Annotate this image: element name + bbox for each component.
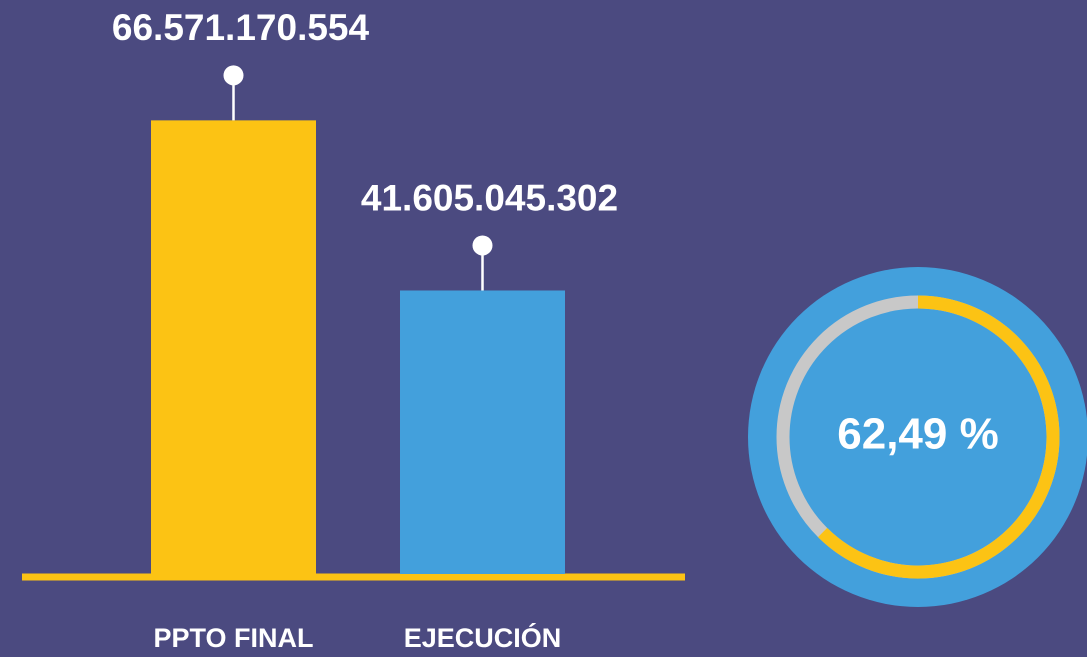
value-label: 41.605.045.302 <box>361 177 618 218</box>
gauge-outer <box>748 267 1087 607</box>
bar <box>400 290 565 574</box>
bar <box>151 120 316 574</box>
gauge-arc <box>818 295 1060 579</box>
label-dot <box>472 235 493 256</box>
value-label: 66.571.170.554 <box>112 7 370 48</box>
category-label: PPTO FINAL <box>153 623 313 653</box>
label-dot <box>223 65 244 86</box>
category-label: EJECUCIÓN <box>404 622 562 653</box>
gauge-label: 62,49 % <box>837 410 998 459</box>
